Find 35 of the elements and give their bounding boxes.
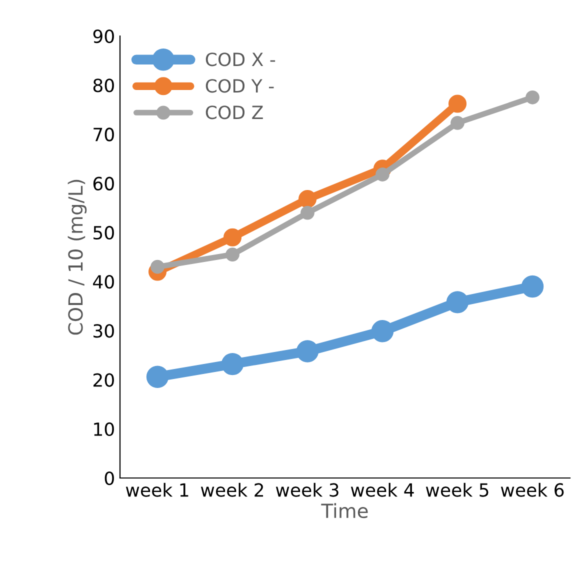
y-tick-label: 90 <box>93 29 114 44</box>
y-tick-label: 40 <box>93 275 114 289</box>
x-tick-label: week 5 <box>426 482 488 497</box>
y-tick-label: 50 <box>94 226 114 240</box>
x-tick-label: week 2 <box>200 482 264 497</box>
point <box>223 228 242 246</box>
point <box>146 366 169 388</box>
y-tick-label: 80 <box>93 78 114 92</box>
y-axis-title: COD / 10 (mg/L) <box>68 180 87 335</box>
x-tick-label: week 6 <box>500 482 564 497</box>
point <box>376 168 390 182</box>
x-tick-label: week 1 <box>126 482 188 497</box>
legend-label: COD Y - <box>206 79 274 93</box>
point <box>298 190 317 208</box>
y-tick-label: 30 <box>94 324 114 338</box>
point <box>296 340 319 362</box>
x-axis-title: Time <box>321 503 368 518</box>
y-tick-label: 20 <box>93 373 114 387</box>
point <box>300 206 314 220</box>
point <box>450 116 464 130</box>
point <box>221 352 244 376</box>
point <box>371 320 394 342</box>
x-tick-label: week 4 <box>350 482 414 497</box>
point <box>521 275 544 298</box>
point <box>446 291 469 314</box>
y-tick-label: 0 <box>104 471 114 486</box>
legend-label: COD X - <box>206 52 276 66</box>
y-tick-label: 60 <box>93 176 114 190</box>
y-tick-label: 70 <box>94 128 114 142</box>
point <box>526 90 540 104</box>
legend-label: COD Z <box>206 106 263 120</box>
point <box>226 248 240 262</box>
x-tick-label: week 3 <box>276 482 338 497</box>
y-tick-label: 10 <box>94 422 114 436</box>
point <box>448 94 467 113</box>
